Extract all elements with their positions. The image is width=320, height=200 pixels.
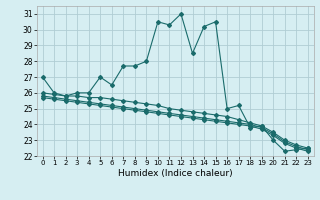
X-axis label: Humidex (Indice chaleur): Humidex (Indice chaleur) — [118, 169, 233, 178]
